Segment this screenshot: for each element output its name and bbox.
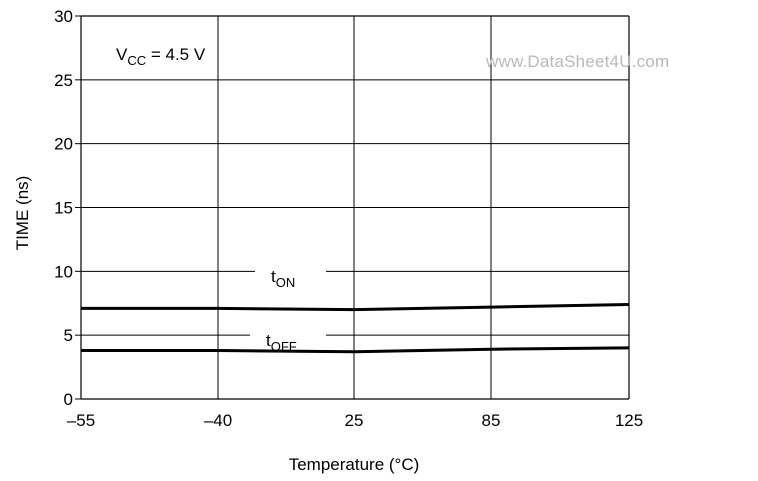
- series-label-off: tOFF: [266, 331, 297, 354]
- watermark-text: www.DataSheet4U.com: [486, 52, 670, 71]
- y-tick-labels: 0 5 10 15 20 25 30: [54, 7, 73, 409]
- x-tick-label: 25: [345, 411, 364, 430]
- y-tick-label: 30: [54, 7, 73, 26]
- x-tick-labels: –55 –40 25 85 125: [67, 411, 643, 430]
- series-line-on: [81, 303, 630, 312]
- y-tick-label: 15: [54, 199, 73, 218]
- vcc-annotation: VCC = 4.5 V: [116, 45, 206, 68]
- y-tick-label: 5: [64, 326, 73, 345]
- vcc-annotation-rest: = 4.5 V: [146, 45, 206, 64]
- vcc-annotation-main: V: [116, 45, 128, 64]
- x-tick-label: 85: [482, 411, 501, 430]
- x-axis-label: Temperature (°C): [289, 455, 420, 474]
- y-tick-label: 25: [54, 71, 73, 90]
- series-label-on: tON: [271, 267, 295, 290]
- x-tick-label: –40: [204, 411, 232, 430]
- series-lines: tON tOFF: [81, 267, 630, 354]
- y-tick-label: 20: [54, 135, 73, 154]
- x-tick-label: –55: [67, 411, 95, 430]
- y-tick-label: 0: [64, 390, 73, 409]
- y-tick-label: 10: [54, 262, 73, 281]
- y-axis-label: TIME (ns): [13, 176, 32, 251]
- vcc-annotation-sub: CC: [127, 53, 146, 68]
- series-line-off: [81, 346, 630, 354]
- x-tick-label: 125: [615, 411, 643, 430]
- grid: [75, 15, 630, 400]
